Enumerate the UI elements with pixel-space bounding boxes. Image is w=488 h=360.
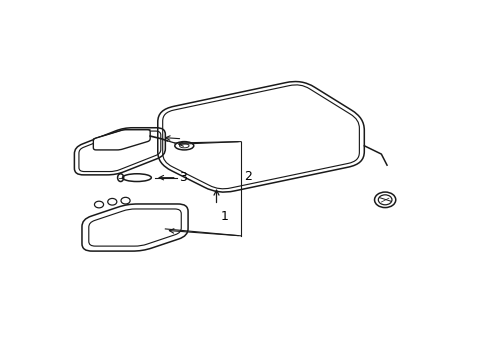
- PathPatch shape: [93, 130, 150, 150]
- Text: 2: 2: [244, 170, 251, 183]
- Text: 1: 1: [220, 210, 228, 222]
- Text: 3: 3: [178, 171, 186, 184]
